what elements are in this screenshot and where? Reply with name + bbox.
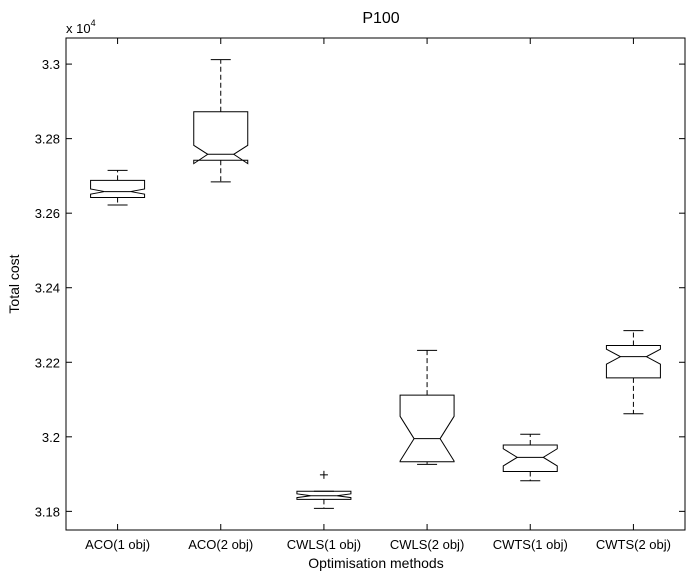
- x-tick-label: ACO(2 obj): [188, 537, 253, 552]
- y-tick-label: 3.22: [35, 355, 60, 370]
- plot-area-frame: [65, 37, 686, 531]
- y-tick-label: 3.24: [35, 281, 60, 296]
- y-tick-label: 3.18: [35, 504, 60, 519]
- box-body: [502, 444, 558, 472]
- y-multiplier: x 104: [66, 18, 96, 36]
- chart-title: P100: [362, 10, 399, 27]
- y-axis-label: Total cost: [6, 254, 22, 313]
- y-multiplier-base: x 10: [66, 21, 91, 36]
- x-tick-label: CWLS(1 obj): [287, 537, 361, 552]
- box-body: [296, 490, 352, 500]
- box-1: [90, 169, 146, 206]
- y-multiplier-exponent: 4: [91, 18, 96, 28]
- x-axis-label: Optimisation methods: [308, 555, 443, 571]
- box-body: [399, 394, 455, 463]
- x-tick-label: ACO(1 obj): [85, 537, 150, 552]
- box-5: [502, 433, 558, 482]
- y-tick-label: 3.3: [42, 57, 60, 72]
- box-body: [605, 345, 661, 379]
- x-tick-label: CWTS(2 obj): [596, 537, 671, 552]
- x-tick-label: CWTS(1 obj): [493, 537, 568, 552]
- box-6: [605, 330, 661, 415]
- box-3: [296, 470, 352, 509]
- y-tick-label: 3.28: [35, 132, 60, 147]
- outlier-marker: [319, 470, 328, 479]
- x-tick-label: CWLS(2 obj): [390, 537, 464, 552]
- x-axis: ACO(1 obj) ACO(2 obj) CWLS(1 obj) CWLS(2 ob…: [85, 38, 671, 552]
- box-body: [90, 179, 146, 199]
- box-group: [90, 59, 661, 509]
- box-2: [193, 59, 249, 183]
- y-axis: 3.18 3.2 3.22 3.24 3.26 3.28 3.3: [35, 57, 685, 519]
- y-tick-label: 3.26: [35, 206, 60, 221]
- box-4: [399, 349, 455, 465]
- y-tick-label: 3.2: [42, 430, 60, 445]
- box-body: [193, 111, 249, 165]
